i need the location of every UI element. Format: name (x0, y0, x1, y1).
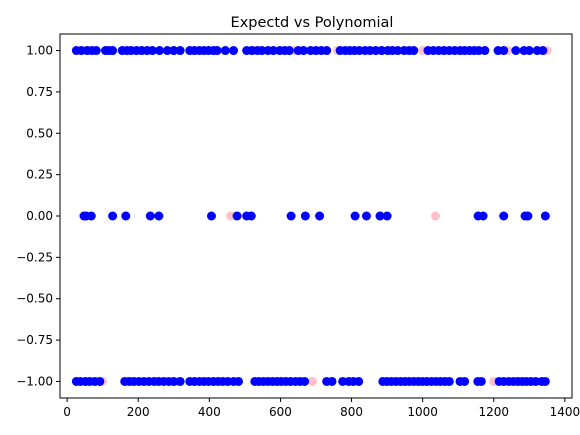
x-tick-label: 800 (340, 405, 363, 419)
polynomial-point (229, 46, 239, 56)
polynomial-point (499, 46, 509, 56)
polynomial-point (233, 376, 243, 386)
polynomial-point (175, 46, 185, 56)
polynomial-point (300, 376, 310, 386)
polynomial-point (375, 211, 385, 221)
polynomial-point (145, 211, 155, 221)
x-tick-label: 0 (63, 405, 71, 419)
polynomial-point (95, 376, 105, 386)
polynomial-point (246, 211, 256, 221)
x-tick-label: 1000 (407, 405, 438, 419)
polynomial-point (212, 46, 222, 56)
expected-point (430, 211, 440, 221)
polynomial-point (480, 46, 490, 56)
polynomial-point (350, 211, 360, 221)
polynomial-point (444, 376, 454, 386)
polynomial-point (86, 211, 96, 221)
y-tick-label: −0.75 (16, 333, 53, 347)
polynomial-point (220, 46, 230, 56)
polynomial-point (299, 46, 309, 56)
x-tick-label: 1200 (479, 405, 510, 419)
y-tick-label: −0.50 (16, 292, 53, 306)
polynomial-point (162, 46, 172, 56)
x-tick-label: 1400 (550, 405, 580, 419)
x-tick-label: 400 (198, 405, 221, 419)
polynomial-point (511, 46, 521, 56)
polynomial-point (361, 211, 371, 221)
polynomial-point (409, 46, 419, 56)
polynomial-point (108, 211, 118, 221)
polynomial-point (206, 211, 216, 221)
polynomial-point (155, 46, 165, 56)
polynomial-point (322, 46, 332, 56)
chart-title: Expectd vs Polynomial (231, 15, 394, 31)
y-tick-label: 0.00 (26, 209, 53, 223)
polynomial-point (169, 376, 179, 386)
y-tick-label: −1.00 (16, 374, 53, 388)
points-layer (71, 46, 552, 386)
polynomial-point (147, 46, 157, 56)
y-tick-label: 0.75 (26, 85, 53, 99)
polynomial-point (154, 211, 164, 221)
polynomial-point (286, 211, 296, 221)
x-tick-label: 200 (127, 405, 150, 419)
polynomial-point (268, 46, 278, 56)
polynomial-point (327, 376, 337, 386)
polynomial-point (354, 376, 364, 386)
polynomial-point (524, 46, 534, 56)
polynomial-point (108, 46, 118, 56)
axes-layer: 0 200 400 600 800 1000 1200 1400 1.00 0.75 0.50 0.2… (16, 33, 580, 419)
polynomial-point (460, 376, 470, 386)
x-tick-label: 600 (269, 405, 292, 419)
polynomial-point (121, 211, 131, 221)
polynomial-point (382, 211, 392, 221)
expected-point (307, 376, 317, 386)
polynomial-point (476, 376, 486, 386)
polynomial-point (300, 211, 310, 221)
polynomial-point (478, 211, 488, 221)
polynomial-point (175, 376, 185, 386)
y-tick-label: 1.00 (26, 44, 53, 58)
polynomial-point (232, 211, 242, 221)
polynomial-point (538, 46, 548, 56)
polynomial-point (393, 46, 403, 56)
y-tick-label: −0.25 (16, 250, 53, 264)
y-tick-label: 0.50 (26, 126, 53, 140)
polynomial-point (91, 46, 101, 56)
polynomial-point (315, 211, 325, 221)
polynomial-point (523, 211, 533, 221)
polynomial-point (540, 211, 550, 221)
polynomial-point (499, 211, 509, 221)
polynomial-point (169, 46, 179, 56)
y-tick-label: 0.25 (26, 168, 53, 182)
polynomial-point (540, 376, 550, 386)
polynomial-point (284, 46, 294, 56)
